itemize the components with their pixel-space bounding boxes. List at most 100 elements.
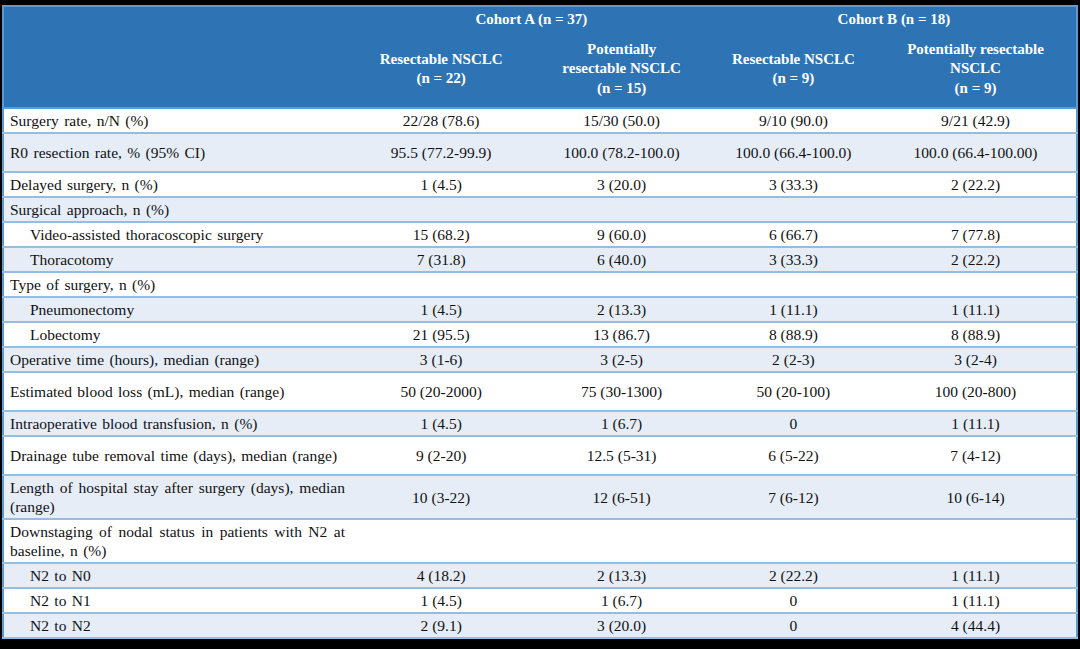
- cell-value-cohort-a-resectable: 3 (1-6): [351, 347, 531, 372]
- cell-value-cohort-a-resectable: 22/28 (78.6): [351, 108, 531, 133]
- cell-value-cohort-a-resectable: 2 (9.1): [351, 613, 531, 638]
- column-header-resectable-a: Resectable NSCLC (n = 22): [351, 31, 531, 108]
- cell-value-cohort-b-potentially-resectable: 4 (44.4): [875, 613, 1077, 638]
- cell-value-cohort-b-resectable: 2 (2-3): [712, 347, 875, 372]
- row-label: Estimated blood loss (mL), median (range…: [3, 372, 351, 411]
- cell-value-cohort-b-potentially-resectable: 1 (11.1): [875, 588, 1077, 613]
- group-header-cohort-a: Cohort A (n = 37): [351, 6, 712, 31]
- row-label: Surgical approach, n (%): [3, 197, 351, 222]
- table-row: Downstaging of nodal status in patients …: [3, 519, 1077, 563]
- cell-value-cohort-b-potentially-resectable: [875, 272, 1077, 297]
- cell-value-cohort-b-resectable: [712, 197, 875, 222]
- row-label: Thoracotomy: [3, 247, 351, 272]
- cell-value-cohort-b-resectable: 3 (33.3): [712, 172, 875, 197]
- cell-value-cohort-a-resectable: 7 (31.8): [351, 247, 531, 272]
- cell-value-cohort-a-potentially-resectable: 3 (2-5): [531, 347, 711, 372]
- row-label: Type of surgery, n (%): [3, 272, 351, 297]
- group-header-cohort-b: Cohort B (n = 18): [712, 6, 1077, 31]
- cell-value-cohort-a-potentially-resectable: [531, 197, 711, 222]
- table-row: Operative time (hours), median (range) 3…: [3, 347, 1077, 372]
- table-row: Intraoperative blood transfusion, n (%) …: [3, 411, 1077, 436]
- cell-value-cohort-b-potentially-resectable: 7 (4-12): [875, 436, 1077, 475]
- table-row: Estimated blood loss (mL), median (range…: [3, 372, 1077, 411]
- cell-value-cohort-a-potentially-resectable: 3 (20.0): [531, 613, 711, 638]
- table-body: Surgery rate, n/N (%) 22/28 (78.6) 15/30…: [3, 108, 1077, 639]
- row-label: Operative time (hours), median (range): [3, 347, 351, 372]
- row-label: Video-assisted thoracoscopic surgery: [3, 222, 351, 247]
- table-row: Video-assisted thoracoscopic surgery 15 …: [3, 222, 1077, 247]
- row-label: Length of hospital stay after surgery (d…: [3, 475, 351, 519]
- cell-value-cohort-a-potentially-resectable: [531, 519, 711, 563]
- cell-value-cohort-b-potentially-resectable: 2 (22.2): [875, 172, 1077, 197]
- cell-value-cohort-b-potentially-resectable: 9/21 (42.9): [875, 108, 1077, 133]
- cell-value-cohort-b-potentially-resectable: 100.0 (66.4-100.00): [875, 133, 1077, 172]
- cell-value-cohort-b-potentially-resectable: 1 (11.1): [875, 411, 1077, 436]
- cell-value-cohort-a-potentially-resectable: 1 (6.7): [531, 411, 711, 436]
- cell-value-cohort-b-potentially-resectable: 0: [875, 638, 1077, 639]
- cell-value-cohort-a-resectable: 4 (18.2): [351, 563, 531, 588]
- row-label: Surgical complications, n (%): [3, 638, 351, 639]
- cell-value-cohort-b-potentially-resectable: 1 (11.1): [875, 563, 1077, 588]
- column-header-potentially-resectable-b: Potentially resectable NSCLC (n = 9): [875, 31, 1077, 108]
- cell-value-cohort-a-resectable: [351, 519, 531, 563]
- cell-value-cohort-b-potentially-resectable: 100 (20-800): [875, 372, 1077, 411]
- header-corner-cell: [3, 6, 351, 31]
- table-row: Surgical complications, n (%) 1 (4.5) 3 …: [3, 638, 1077, 639]
- cell-value-cohort-b-resectable: 3 (33.3): [712, 247, 875, 272]
- cell-value-cohort-a-potentially-resectable: 12 (6-51): [531, 475, 711, 519]
- cell-value-cohort-b-potentially-resectable: [875, 519, 1077, 563]
- cell-value-cohort-b-resectable: 6 (66.7): [712, 222, 875, 247]
- cell-value-cohort-a-resectable: [351, 197, 531, 222]
- cell-value-cohort-a-potentially-resectable: 100.0 (78.2-100.0): [531, 133, 711, 172]
- cell-value-cohort-a-resectable: 1 (4.5): [351, 638, 531, 639]
- table-row: Thoracotomy 7 (31.8) 6 (40.0) 3 (33.3) 2…: [3, 247, 1077, 272]
- table-row: N2 to N2 2 (9.1) 3 (20.0) 0 4 (44.4): [3, 613, 1077, 638]
- cell-value-cohort-b-resectable: 0: [712, 411, 875, 436]
- cell-value-cohort-b-resectable: 0: [712, 613, 875, 638]
- row-label: Lobectomy: [3, 322, 351, 347]
- cell-value-cohort-a-resectable: 9 (2-20): [351, 436, 531, 475]
- table-row: Pneumonectomy 1 (4.5) 2 (13.3) 1 (11.1) …: [3, 297, 1077, 322]
- cell-value-cohort-b-resectable: 7 (6-12): [712, 475, 875, 519]
- cell-value-cohort-b-resectable: 6 (5-22): [712, 436, 875, 475]
- cell-value-cohort-a-potentially-resectable: 3 (20.0): [531, 172, 711, 197]
- row-label: N2 to N0: [3, 563, 351, 588]
- row-label: N2 to N2: [3, 613, 351, 638]
- row-label: Downstaging of nodal status in patients …: [3, 519, 351, 563]
- table-row: Drainage tube removal time (days), media…: [3, 436, 1077, 475]
- cell-value-cohort-a-potentially-resectable: 6 (40.0): [531, 247, 711, 272]
- cohort-header-row: Cohort A (n = 37) Cohort B (n = 18): [3, 6, 1077, 31]
- table-sheet: Cohort A (n = 37) Cohort B (n = 18) Rese…: [2, 5, 1078, 639]
- cell-value-cohort-a-resectable: 50 (20-2000): [351, 372, 531, 411]
- cell-value-cohort-a-potentially-resectable: 2 (13.3): [531, 297, 711, 322]
- column-header-potentially-resectable-a: Potentially resectable NSCLC (n = 15): [531, 31, 711, 108]
- subgroup-header-row: Resectable NSCLC (n = 22) Potentially re…: [3, 31, 1077, 108]
- table-row: Delayed surgery, n (%) 1 (4.5) 3 (20.0) …: [3, 172, 1077, 197]
- cell-value-cohort-a-resectable: [351, 272, 531, 297]
- cell-value-cohort-a-potentially-resectable: 15/30 (50.0): [531, 108, 711, 133]
- cell-value-cohort-a-potentially-resectable: 13 (86.7): [531, 322, 711, 347]
- cell-value-cohort-b-potentially-resectable: 3 (2-4): [875, 347, 1077, 372]
- cell-value-cohort-a-potentially-resectable: 75 (30-1300): [531, 372, 711, 411]
- surgical-outcomes-table: Cohort A (n = 37) Cohort B (n = 18) Rese…: [2, 5, 1078, 639]
- cell-value-cohort-b-resectable: 0: [712, 588, 875, 613]
- table-header: Cohort A (n = 37) Cohort B (n = 18) Rese…: [3, 6, 1077, 108]
- cell-value-cohort-b-resectable: 100.0 (66.4-100.0): [712, 133, 875, 172]
- row-label: Surgery rate, n/N (%): [3, 108, 351, 133]
- table-row: Surgery rate, n/N (%) 22/28 (78.6) 15/30…: [3, 108, 1077, 133]
- cell-value-cohort-a-potentially-resectable: 12.5 (5-31): [531, 436, 711, 475]
- row-label: Pneumonectomy: [3, 297, 351, 322]
- row-label: Intraoperative blood transfusion, n (%): [3, 411, 351, 436]
- cell-value-cohort-b-potentially-resectable: 2 (22.2): [875, 247, 1077, 272]
- row-label: Drainage tube removal time (days), media…: [3, 436, 351, 475]
- cell-value-cohort-a-potentially-resectable: 1 (6.7): [531, 588, 711, 613]
- cell-value-cohort-b-potentially-resectable: 1 (11.1): [875, 297, 1077, 322]
- table-row: N2 to N1 1 (4.5) 1 (6.7) 0 1 (11.1): [3, 588, 1077, 613]
- table-row: R0 resection rate, % (95% CI) 95.5 (77.2…: [3, 133, 1077, 172]
- table-row: Type of surgery, n (%): [3, 272, 1077, 297]
- cell-value-cohort-b-resectable: 8 (88.9): [712, 322, 875, 347]
- cell-value-cohort-b-resectable: [712, 272, 875, 297]
- cell-value-cohort-a-resectable: 15 (68.2): [351, 222, 531, 247]
- cell-value-cohort-a-resectable: 1 (4.5): [351, 588, 531, 613]
- cell-value-cohort-b-resectable: 50 (20-100): [712, 372, 875, 411]
